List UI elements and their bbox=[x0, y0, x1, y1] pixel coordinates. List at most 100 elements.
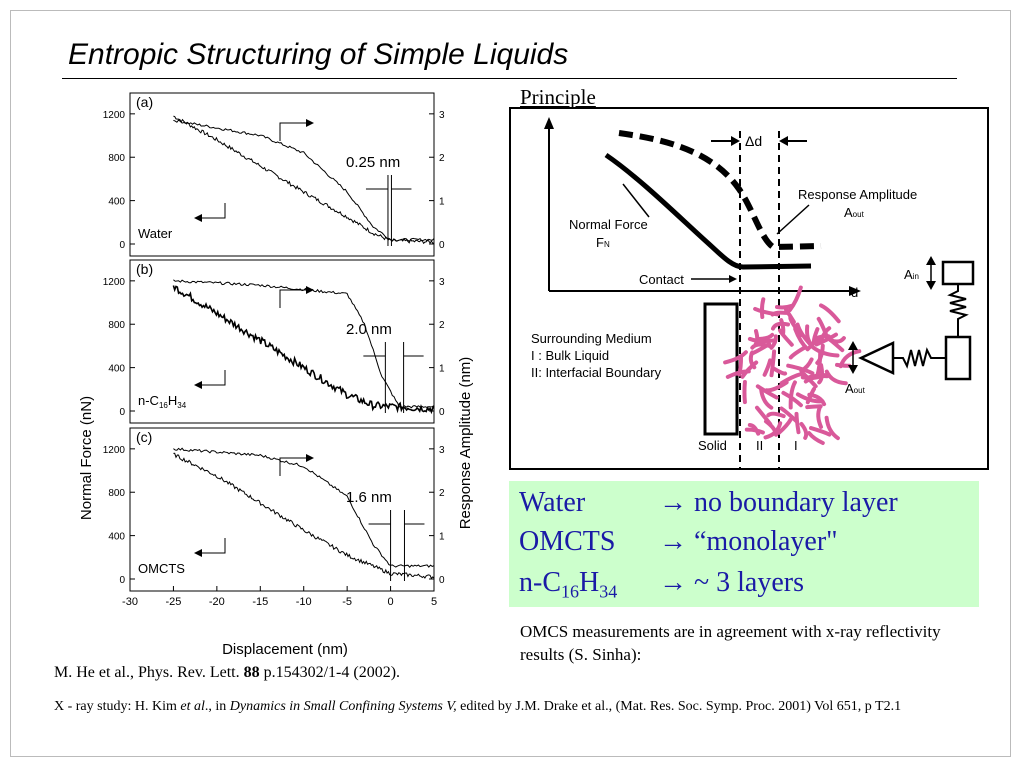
molecule-chain bbox=[759, 297, 766, 319]
delta-d-label: Δd bbox=[745, 133, 762, 149]
interfacial-label: II: Interfacial Boundary bbox=[531, 365, 662, 380]
molecule-chain bbox=[799, 422, 809, 440]
molecule-chain bbox=[749, 342, 772, 356]
molecule-chain bbox=[779, 371, 805, 386]
bulk-liquid-label: I : Bulk Liquid bbox=[531, 348, 609, 363]
amplitude-axis-arrowhead bbox=[306, 454, 314, 462]
y2-tick-label: 1 bbox=[439, 364, 445, 375]
liquid-molecules bbox=[723, 285, 862, 445]
y-tick-label: 0 bbox=[119, 575, 125, 586]
sample-label: n-C16H34 bbox=[138, 393, 187, 410]
zone-2-label: II bbox=[756, 438, 763, 453]
y2-axis-label: Response Amplitude (nm) bbox=[457, 357, 474, 530]
amplitude-series bbox=[173, 279, 435, 409]
molecule-chain bbox=[787, 285, 803, 313]
panel-label: (c) bbox=[136, 429, 152, 445]
y-tick-label: 1200 bbox=[103, 445, 126, 456]
reference-2: X - ray study: H. Kim et al., in Dynamic… bbox=[54, 699, 902, 714]
svg-text:Aout: Aout bbox=[845, 381, 866, 396]
slide bbox=[10, 10, 1011, 757]
contact-label: Contact bbox=[639, 272, 684, 287]
principle-heading: Principle bbox=[520, 85, 596, 109]
molecule-chain bbox=[764, 380, 789, 393]
molecule-chain bbox=[766, 411, 786, 419]
y-tick-label: 800 bbox=[108, 488, 125, 499]
molecule-chain bbox=[794, 411, 801, 435]
y2-tick-label: 2 bbox=[439, 153, 445, 164]
molecule-chain bbox=[819, 303, 841, 324]
summary-box: Water → no boundary layer OMCTS → “monolay… bbox=[509, 481, 979, 607]
molecule-chain bbox=[824, 415, 840, 441]
amplitude-axis-arrowhead bbox=[306, 286, 314, 294]
molecule-chain bbox=[784, 307, 796, 324]
molecule-chain bbox=[779, 318, 786, 335]
solid-label: Solid bbox=[698, 438, 727, 453]
response-amplitude-curve bbox=[618, 130, 822, 251]
title-rule bbox=[62, 78, 957, 79]
spring-vertical bbox=[947, 284, 969, 337]
y2-tick-label: 0 bbox=[439, 240, 445, 251]
x-tick-label: -5 bbox=[342, 596, 352, 608]
panel-frame bbox=[129, 259, 435, 424]
gap-label: 2.0 nm bbox=[346, 321, 392, 338]
molecule-chain bbox=[813, 333, 831, 341]
slide-title: Entropic Structuring of Simple Liquids bbox=[68, 38, 569, 71]
molecule-chain bbox=[755, 332, 775, 342]
x-tick-label: -25 bbox=[165, 596, 181, 608]
molecule-chain bbox=[805, 387, 816, 405]
zone-1-label: I bbox=[794, 438, 798, 453]
y-tick-label: 800 bbox=[108, 153, 125, 164]
x-tick-label: -30 bbox=[122, 596, 138, 608]
amplitude-series bbox=[173, 447, 435, 568]
y-tick-label: 1200 bbox=[103, 277, 126, 288]
panel-label: (a) bbox=[136, 94, 153, 110]
reference-1: M. He et al., Phys. Rev. Lett. 88 p.1543… bbox=[54, 664, 401, 681]
molecule-chain bbox=[788, 345, 808, 360]
molecule-chain bbox=[816, 405, 823, 429]
omcs-note: OMCS measurements are in agreement with … bbox=[520, 622, 941, 664]
solid-plate bbox=[703, 302, 739, 436]
y2-tick-label: 2 bbox=[439, 320, 445, 331]
molecule-chain bbox=[835, 362, 852, 368]
y-axis-label: Normal Force (nN) bbox=[78, 396, 95, 520]
molecule-chain bbox=[811, 345, 840, 358]
molecule-chain bbox=[747, 336, 777, 344]
molecule-chain bbox=[747, 423, 761, 436]
response-amplitude-label: Response Amplitude bbox=[798, 187, 917, 202]
principle-svg: d Δd Response Amplitude Aout Normal Forc… bbox=[531, 117, 975, 468]
x-axis-label: Displacement (nm) bbox=[222, 641, 348, 658]
spring-horizontal bbox=[893, 347, 946, 369]
molecule-chain bbox=[771, 321, 790, 331]
y2-tick-label: 1 bbox=[439, 532, 445, 543]
y2-tick-label: 0 bbox=[439, 407, 445, 418]
y-tick-label: 1200 bbox=[103, 110, 126, 121]
svg-text:FN: FN bbox=[596, 235, 610, 250]
y-tick-label: 400 bbox=[108, 532, 125, 543]
amplitude-axis-arrow bbox=[279, 122, 310, 141]
y2-tick-label: 3 bbox=[439, 110, 445, 121]
force-axis-arrow bbox=[198, 538, 226, 554]
force-series bbox=[173, 115, 435, 245]
molecule-chain bbox=[793, 327, 810, 352]
summary-row-hexadecane: n-C16H34 → ~ 3 layers bbox=[519, 567, 805, 602]
driver-block bbox=[941, 260, 975, 286]
molecule-chain bbox=[805, 324, 814, 347]
y2-tick-label: 1 bbox=[439, 197, 445, 208]
molecule-chain bbox=[816, 316, 828, 337]
amplitude-axis-arrowhead bbox=[306, 119, 314, 127]
molecule-chain bbox=[781, 390, 803, 408]
svg-text:Aout: Aout bbox=[844, 205, 865, 220]
molecule-chain bbox=[807, 431, 825, 445]
x-tick-label: -10 bbox=[296, 596, 312, 608]
molecule-chain bbox=[795, 392, 825, 404]
d-axis-arrow bbox=[849, 286, 861, 296]
force-axis-arrowhead bbox=[194, 214, 202, 222]
force-axis-arrowhead bbox=[194, 549, 202, 557]
sensor-block bbox=[944, 335, 972, 381]
molecule-chain bbox=[769, 334, 778, 350]
amplitude-series bbox=[173, 119, 435, 242]
force-axis-arrow bbox=[198, 370, 226, 386]
summary-row-water: Water → no boundary layer bbox=[519, 487, 898, 518]
molecule-chain bbox=[824, 369, 848, 386]
